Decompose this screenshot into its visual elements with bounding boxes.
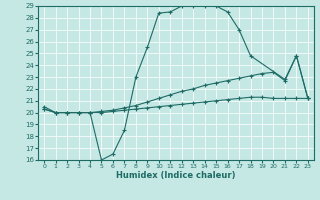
X-axis label: Humidex (Indice chaleur): Humidex (Indice chaleur) [116,171,236,180]
